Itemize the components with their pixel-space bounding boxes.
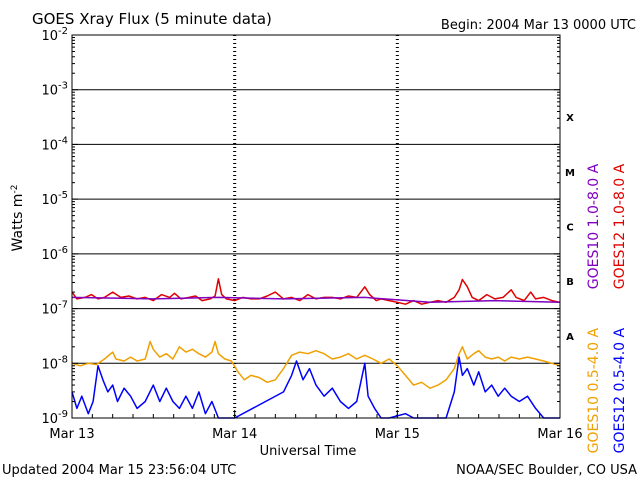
- chart-title: GOES Xray Flux (5 minute data): [32, 10, 272, 28]
- y-tick-label: 10-4: [41, 135, 68, 153]
- y-tick-label-exponent: -5: [58, 190, 68, 201]
- y-tick-label-exponent: -3: [58, 81, 68, 92]
- flare-class-labels: A B C M X: [565, 113, 575, 343]
- x-axis-label: Universal Time: [260, 444, 357, 459]
- y-axis-label-sup: -2: [10, 185, 20, 194]
- y-tick-label-base: 10: [41, 84, 58, 99]
- y-axis-label-text: Watts m-2: [10, 185, 26, 252]
- y-tick-label-base: 10: [41, 412, 58, 427]
- legend-entry: GOES12 0.5-4.0 A: [612, 327, 628, 453]
- series-line: [71, 296, 561, 304]
- y-tick-label-base: 10: [41, 248, 58, 263]
- series-layer: [71, 278, 561, 419]
- y-tick-label: 10-7: [41, 300, 68, 318]
- y-axis-label-base: Watts m: [10, 194, 26, 252]
- flare-class-label: M: [565, 168, 575, 179]
- y-tick-label-exponent: -4: [58, 135, 68, 146]
- grid-lines: [72, 89, 560, 364]
- x-tick-label: Mar 13: [49, 427, 94, 442]
- x-tick-label: Mar 15: [375, 427, 420, 442]
- legend-entry: GOES10 1.0-8.0 A: [586, 163, 602, 289]
- flare-class-label: C: [566, 223, 573, 234]
- flare-class-label: B: [566, 277, 574, 288]
- y-tick-label: 10-9: [41, 409, 68, 427]
- x-tick-label: Mar 14: [212, 427, 257, 442]
- legend-entry: GOES12 1.0-8.0 A: [612, 163, 628, 289]
- flare-class-label: A: [566, 332, 574, 343]
- y-tick-label-base: 10: [41, 138, 58, 153]
- y-tick-label: 10-3: [41, 81, 68, 99]
- y-tick-label-base: 10: [41, 357, 58, 372]
- y-axis-label: Watts m-2: [10, 185, 26, 252]
- series-line: [71, 340, 561, 389]
- y-tick-label: 10-2: [41, 26, 68, 44]
- y-tick-label: 10-6: [41, 245, 68, 263]
- x-tick-label: Mar 16: [537, 427, 582, 442]
- legend-entry: GOES10 0.5-4.0 A: [586, 327, 602, 453]
- y-tick-label-base: 10: [41, 29, 58, 44]
- y-tick-label-exponent: -9: [58, 409, 68, 420]
- x-ticks: Mar 13 Mar 14 Mar 15 Mar 16: [49, 410, 583, 442]
- series-line: [71, 356, 560, 419]
- y-tick-label-exponent: -7: [58, 300, 68, 311]
- y-tick-label: 10-5: [41, 190, 68, 208]
- y-tick-label-base: 10: [41, 303, 58, 318]
- flare-class-label: X: [566, 113, 574, 124]
- footer-updated: Updated 2004 Mar 15 23:56:04 UTC: [2, 463, 236, 478]
- y-tick-label: 10-8: [41, 354, 68, 372]
- begin-label: Begin: 2004 Mar 13 0000 UTC: [441, 18, 636, 33]
- y-ticks: 10-910-810-710-610-510-410-310-2: [41, 26, 560, 427]
- y-tick-label-exponent: -6: [58, 245, 68, 256]
- y-tick-label-exponent: -2: [58, 26, 68, 37]
- legend: GOES10 1.0-8.0 A GOES12 1.0-8.0 A GOES10 0…: [586, 163, 628, 453]
- y-tick-label-base: 10: [41, 193, 58, 208]
- y-tick-label-exponent: -8: [58, 354, 68, 365]
- footer-source: NOAA/SEC Boulder, CO USA: [456, 463, 637, 478]
